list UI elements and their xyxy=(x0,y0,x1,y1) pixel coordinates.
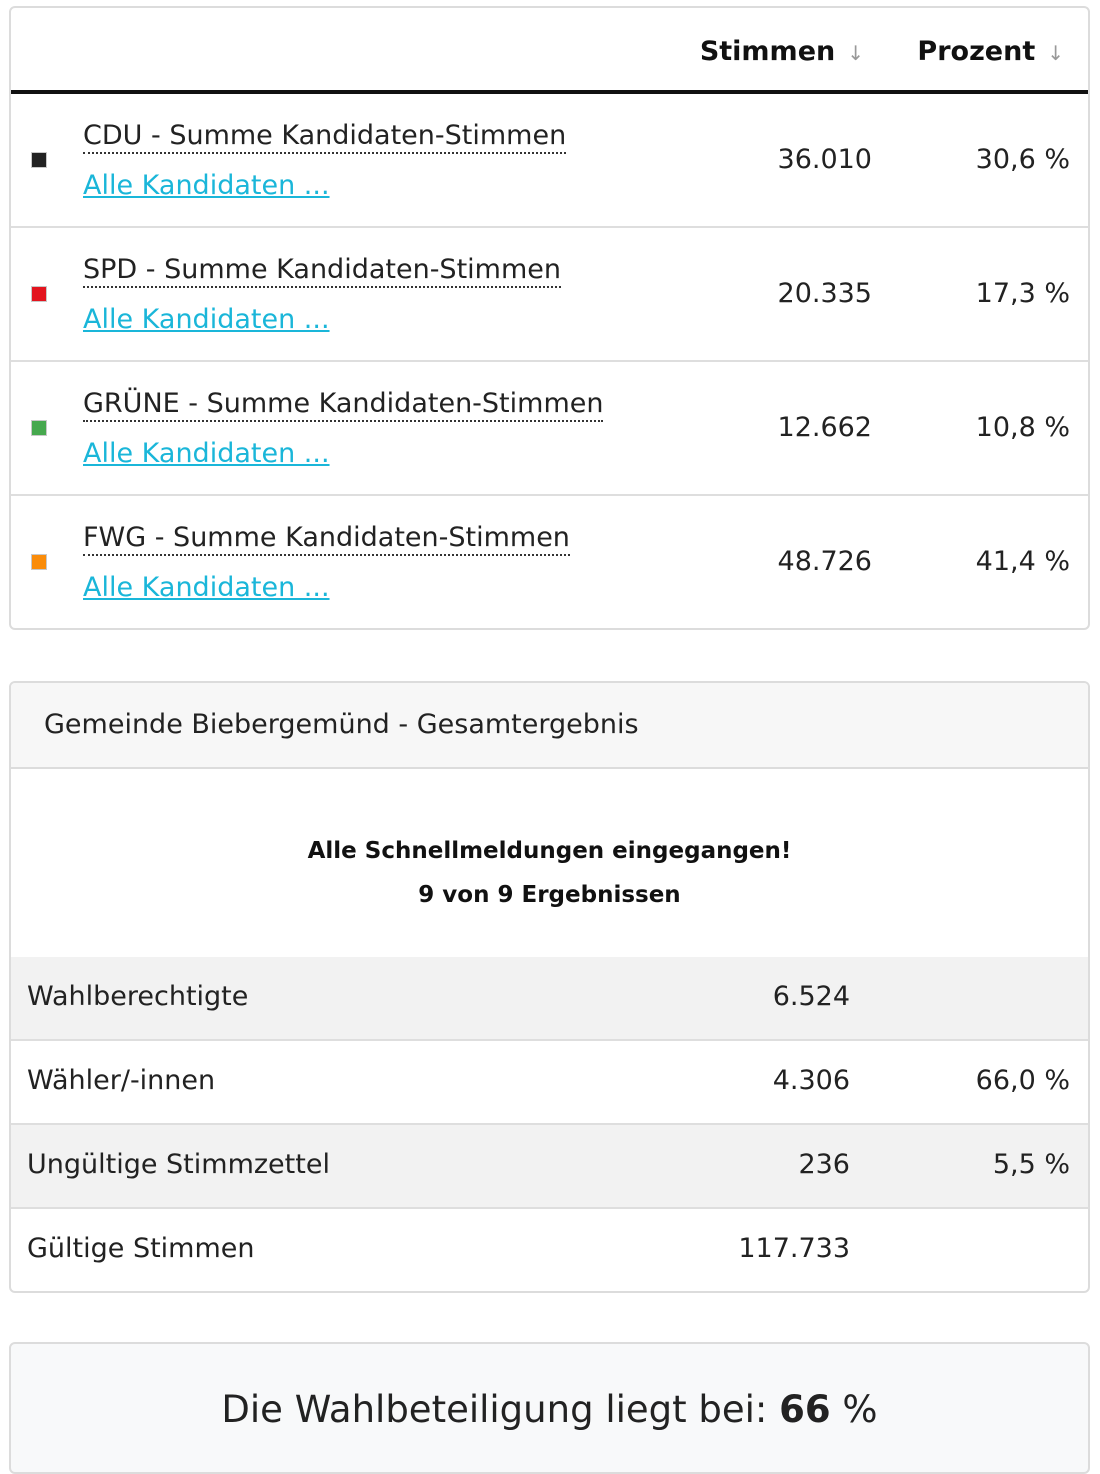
party-name[interactable]: GRÜNE - Summe Kandidaten-Stimmen xyxy=(83,388,604,422)
summary-row-gueltige: Gültige Stimmen 117.733 xyxy=(11,1209,1088,1291)
party-percent: 41,4 % xyxy=(975,546,1070,577)
column-header-stimmen[interactable]: Stimmen ↓ xyxy=(700,36,864,67)
turnout-value: 66 xyxy=(779,1388,831,1431)
party-results-table: Stimmen ↓ Prozent ↓ CDU - Summe Kandidaten… xyxy=(9,6,1090,630)
summary-label: Wahlberechtigte xyxy=(27,981,249,1012)
summary-value: 4.306 xyxy=(772,1065,850,1096)
party-votes: 20.335 xyxy=(777,278,872,309)
summary-value: 117.733 xyxy=(738,1233,850,1264)
summary-label: Wähler/-innen xyxy=(27,1065,216,1096)
notice-line-complete: Alle Schnellmeldungen eingegangen! xyxy=(307,838,792,864)
table-header: Stimmen ↓ Prozent ↓ xyxy=(11,8,1088,94)
column-header-prozent[interactable]: Prozent ↓ xyxy=(917,36,1064,67)
sort-arrow-down-icon[interactable]: ↓ xyxy=(1047,41,1064,65)
party-votes: 12.662 xyxy=(777,412,872,443)
table-row-gruene: GRÜNE - Summe Kandidaten-Stimmen Alle Ka… xyxy=(11,362,1088,496)
party-color-swatch-icon xyxy=(31,152,47,168)
all-candidates-link[interactable]: Alle Kandidaten ... xyxy=(83,170,330,201)
party-name[interactable]: FWG - Summe Kandidaten-Stimmen xyxy=(83,522,570,556)
summary-label: Gültige Stimmen xyxy=(27,1233,255,1264)
table-row-fwg: FWG - Summe Kandidaten-Stimmen Alle Kand… xyxy=(11,496,1088,628)
party-percent: 17,3 % xyxy=(975,278,1070,309)
summary-value: 6.524 xyxy=(772,981,850,1012)
column-header-stimmen-label: Stimmen xyxy=(699,36,836,67)
summary-row-waehler: Wähler/-innen 4.306 66,0 % xyxy=(11,1041,1088,1125)
all-candidates-link[interactable]: Alle Kandidaten ... xyxy=(83,304,330,335)
party-color-swatch-icon xyxy=(31,420,47,436)
summary-row-ungueltige: Ungültige Stimmzettel 236 5,5 % xyxy=(11,1125,1088,1209)
summary-value: 236 xyxy=(798,1149,850,1180)
party-name[interactable]: CDU - Summe Kandidaten-Stimmen xyxy=(83,120,567,154)
party-percent: 10,8 % xyxy=(975,412,1070,443)
turnout-banner: Die Wahlbeteiligung liegt bei: 66 % xyxy=(9,1342,1090,1474)
party-votes: 48.726 xyxy=(777,546,872,577)
party-votes: 36.010 xyxy=(777,144,872,175)
all-candidates-link[interactable]: Alle Kandidaten ... xyxy=(83,572,330,603)
party-color-swatch-icon xyxy=(31,286,47,302)
turnout-prefix: Die Wahlbeteiligung liegt bei: xyxy=(221,1388,780,1431)
party-percent: 30,6 % xyxy=(975,144,1070,175)
table-row-cdu: CDU - Summe Kandidaten-Stimmen Alle Kand… xyxy=(11,94,1088,228)
sort-arrow-down-icon[interactable]: ↓ xyxy=(847,41,864,65)
summary-percent: 66,0 % xyxy=(975,1065,1070,1096)
summary-label: Ungültige Stimmzettel xyxy=(27,1149,330,1180)
party-name[interactable]: SPD - Summe Kandidaten-Stimmen xyxy=(83,254,561,288)
summary-card: Gemeinde Biebergemünd - Gesamtergebnis A… xyxy=(9,681,1090,1293)
summary-percent: 5,5 % xyxy=(992,1149,1070,1180)
notice-line-count: 9 von 9 Ergebnissen xyxy=(418,882,681,908)
table-row-spd: SPD - Summe Kandidaten-Stimmen Alle Kand… xyxy=(11,228,1088,362)
party-color-swatch-icon xyxy=(31,554,47,570)
summary-row-wahlberechtigte: Wahlberechtigte 6.524 xyxy=(11,957,1088,1041)
column-header-prozent-label: Prozent xyxy=(917,36,1036,67)
summary-title: Gemeinde Biebergemünd - Gesamtergebnis xyxy=(11,683,1088,769)
turnout-suffix: % xyxy=(830,1388,878,1431)
all-candidates-link[interactable]: Alle Kandidaten ... xyxy=(83,438,330,469)
results-notice: Alle Schnellmeldungen eingegangen! 9 von… xyxy=(11,769,1088,957)
